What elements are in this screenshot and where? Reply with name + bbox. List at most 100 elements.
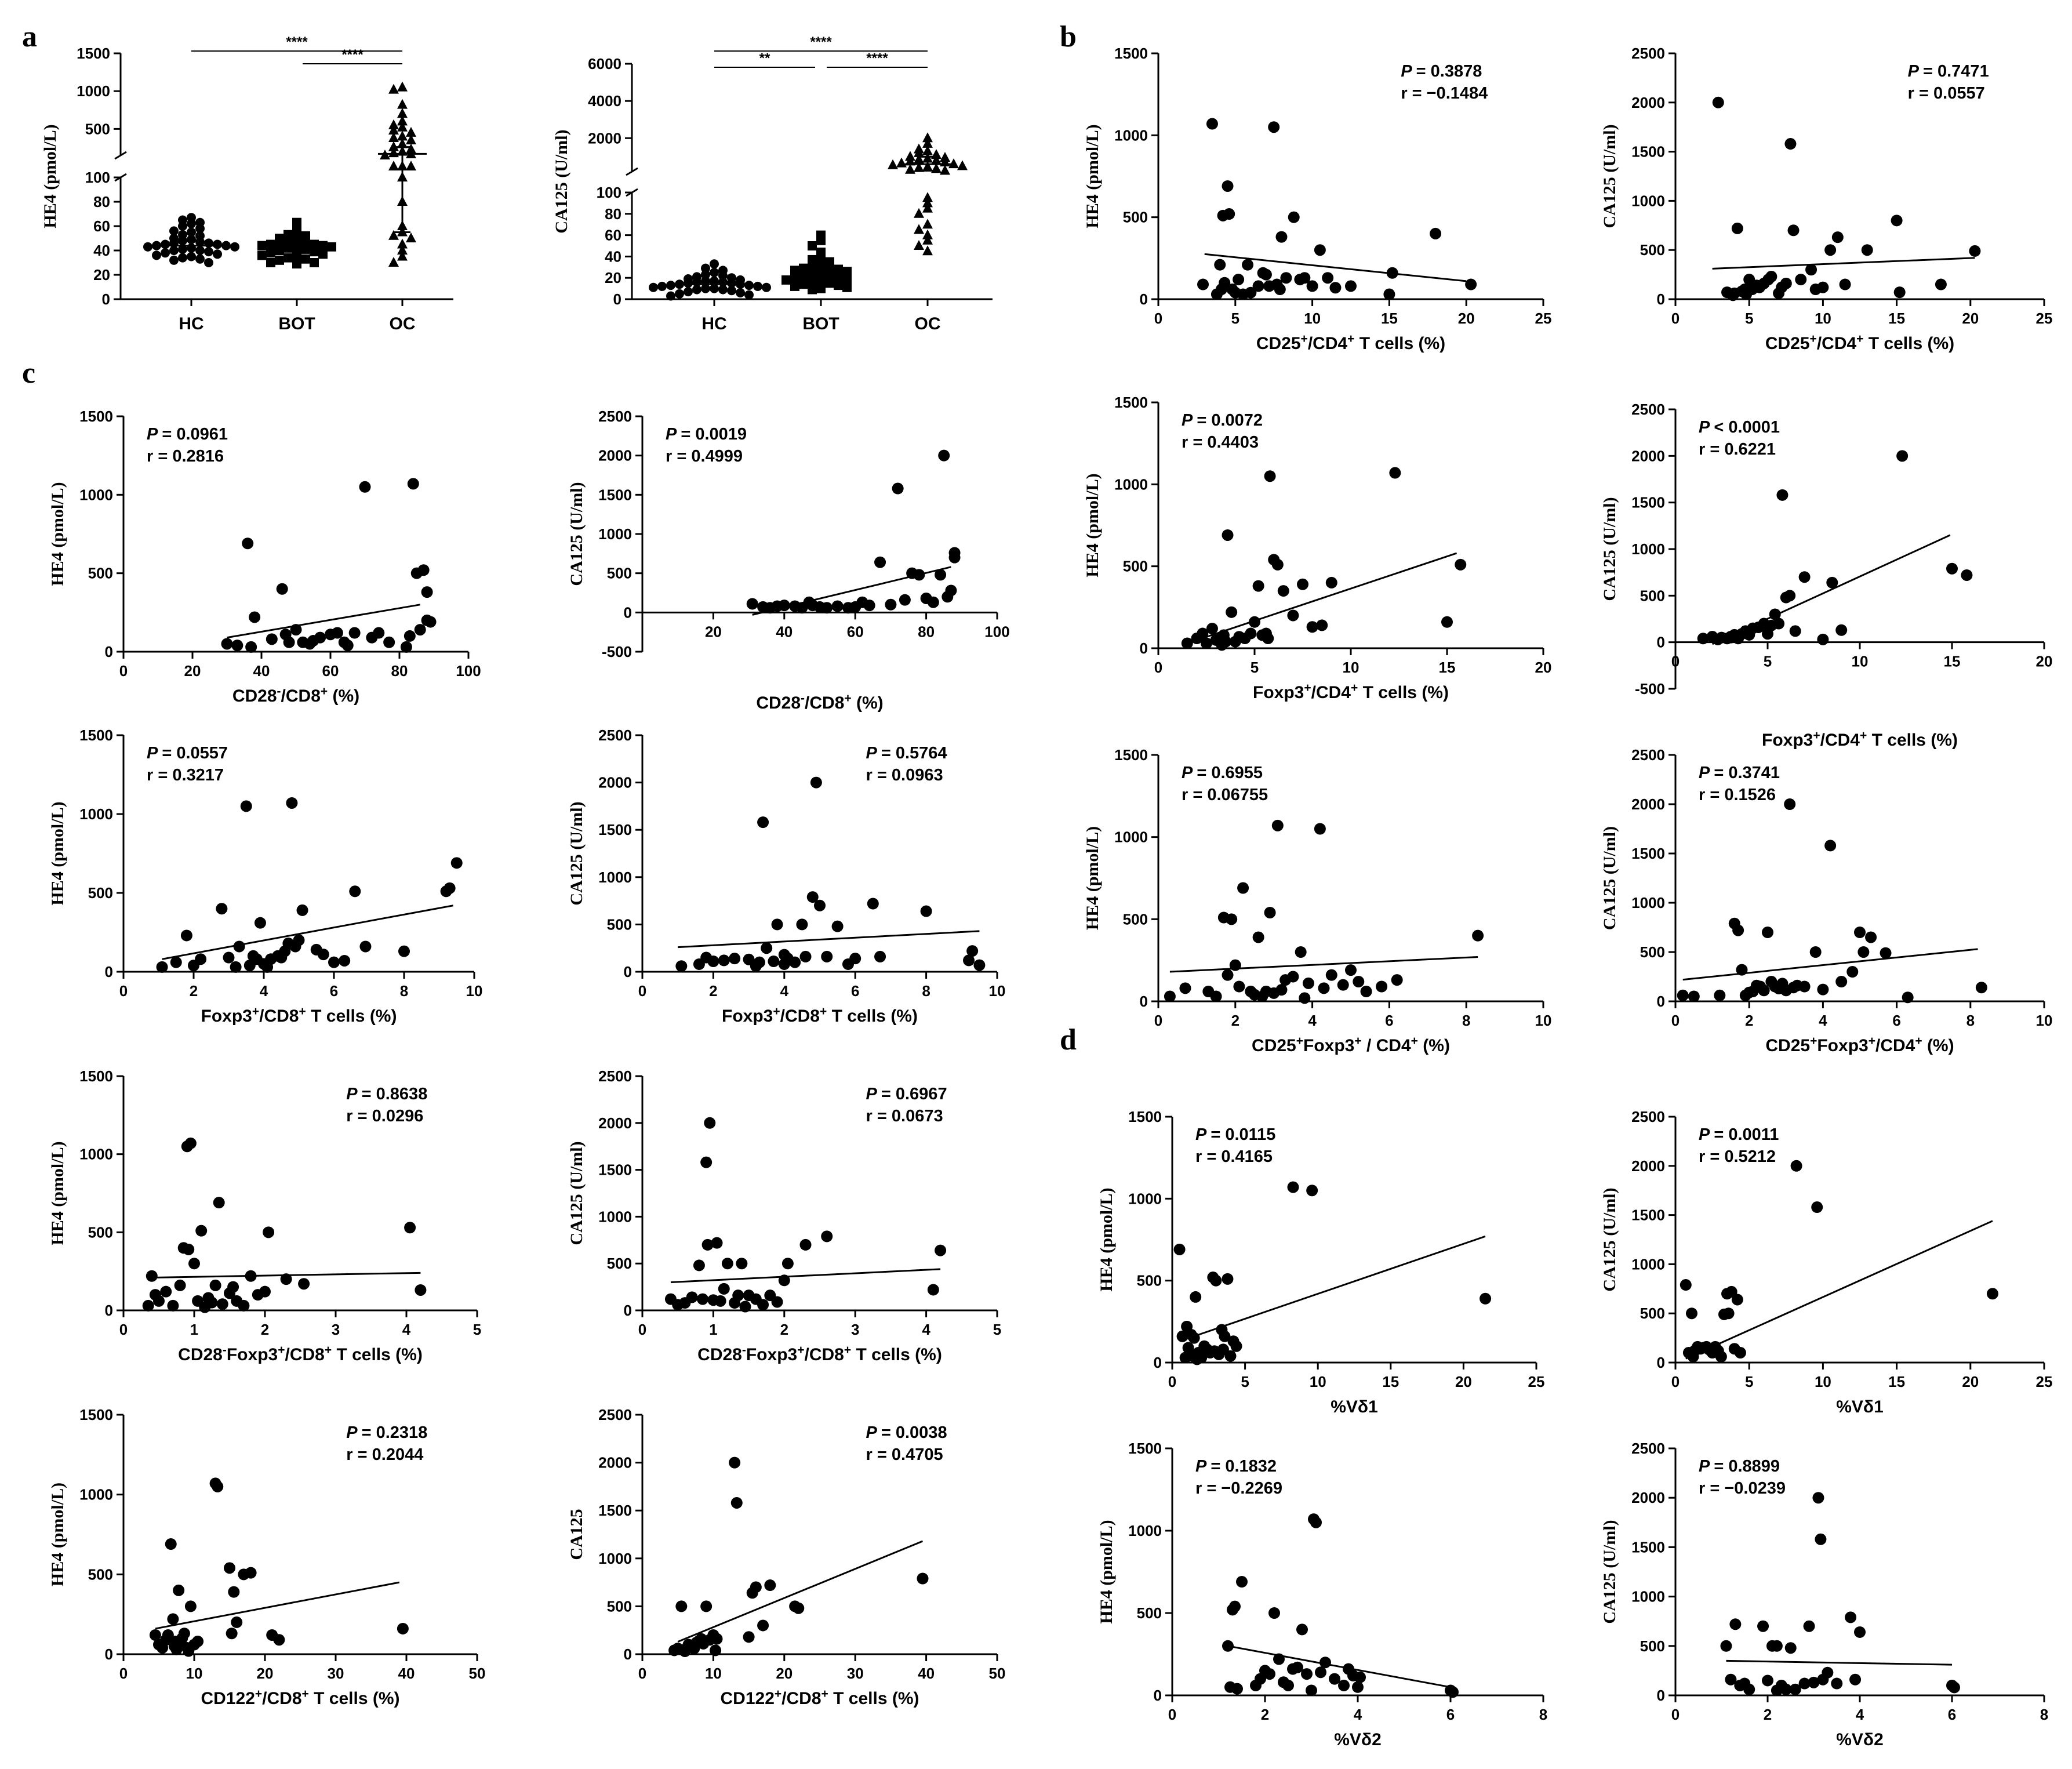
x-tick-label: 30 bbox=[328, 1665, 344, 1682]
x-tick-label: 2 bbox=[190, 982, 198, 1000]
data-point bbox=[729, 953, 741, 965]
data-point bbox=[296, 904, 308, 916]
y-tick-label: 0 bbox=[105, 1302, 113, 1319]
data-point bbox=[714, 1295, 726, 1307]
data-point bbox=[204, 247, 213, 257]
data-point bbox=[701, 270, 710, 279]
data-point bbox=[1969, 245, 1981, 257]
x-tick-label: 50 bbox=[469, 1665, 486, 1682]
data-point bbox=[301, 237, 310, 247]
data-point bbox=[263, 1226, 275, 1238]
r-value-label: r = 0.6221 bbox=[1699, 440, 1776, 459]
data-point bbox=[744, 290, 754, 300]
y-tick-label: 500 bbox=[1640, 1305, 1665, 1322]
x-tick-label: 8 bbox=[400, 982, 408, 1000]
data-point bbox=[192, 1635, 204, 1647]
data-point bbox=[684, 287, 693, 297]
data-point bbox=[778, 958, 790, 970]
y-tick-label: 2000 bbox=[1631, 1157, 1665, 1175]
scatter-chart-9: -500 0 500 1000 1500 2000 2500 20 40 60 80 100 CD28-… bbox=[567, 408, 1010, 713]
data-point bbox=[874, 950, 886, 962]
data-point bbox=[799, 263, 808, 273]
data-point bbox=[254, 917, 266, 929]
data-point bbox=[221, 638, 233, 650]
regression-line bbox=[677, 1540, 924, 1643]
y-tick-label: 0 bbox=[102, 290, 110, 308]
y-tick-label: 1000 bbox=[598, 1208, 632, 1225]
data-point bbox=[397, 138, 408, 148]
data-point bbox=[183, 1645, 195, 1657]
data-point bbox=[816, 284, 826, 293]
y-tick-label: 1000 bbox=[598, 869, 632, 886]
x-axis-label: CD25+Foxp3+ / CD4+ (%) bbox=[1252, 1034, 1450, 1056]
data-point bbox=[793, 1602, 805, 1614]
data-point bbox=[874, 556, 886, 568]
data-point bbox=[397, 121, 408, 132]
x-tick-label: 10 bbox=[1852, 653, 1869, 670]
x-tick-label: 0 bbox=[1671, 1012, 1680, 1029]
regression-line bbox=[1685, 1220, 1993, 1360]
regression-line bbox=[670, 1268, 941, 1284]
r-value-label: r = −0.0239 bbox=[1699, 1479, 1786, 1498]
regression-line bbox=[1227, 1645, 1451, 1688]
data-point bbox=[1164, 990, 1176, 1002]
data-point bbox=[905, 155, 915, 166]
y-tick-label: 1500 bbox=[79, 1067, 113, 1085]
data-point bbox=[397, 99, 408, 109]
r-value-label: r = −0.2269 bbox=[1195, 1479, 1282, 1498]
data-point bbox=[1229, 959, 1241, 971]
data-point bbox=[283, 243, 293, 253]
data-point bbox=[718, 954, 730, 967]
data-point bbox=[1902, 991, 1914, 1004]
regression-line bbox=[1179, 1235, 1486, 1342]
p-value-label: P < 0.0001 bbox=[1699, 418, 1780, 437]
y-tick-label: 0 bbox=[1154, 1687, 1162, 1704]
y-tick-label: 500 bbox=[1640, 587, 1665, 604]
data-point bbox=[806, 891, 819, 903]
data-point bbox=[266, 258, 275, 267]
data-point bbox=[245, 641, 257, 653]
data-point bbox=[814, 899, 826, 911]
y-tick-label: 1000 bbox=[1114, 829, 1148, 846]
x-tick-label: 15 bbox=[1382, 1373, 1399, 1390]
x-category-label: HC bbox=[701, 314, 726, 333]
data-point bbox=[406, 134, 416, 144]
data-point bbox=[1295, 946, 1307, 958]
data-point bbox=[216, 1298, 228, 1310]
data-point bbox=[1948, 1681, 1960, 1694]
y-tick-label: 2000 bbox=[1631, 1489, 1665, 1506]
y-tick-label: 2000 bbox=[588, 129, 621, 147]
data-point bbox=[310, 258, 319, 267]
p-value-label: P = 0.0072 bbox=[1182, 411, 1263, 430]
r-value-label: r = 0.2044 bbox=[346, 1445, 423, 1464]
data-point bbox=[1975, 982, 1987, 994]
y-tick-label: 0 bbox=[613, 290, 621, 308]
y-tick-label: 2500 bbox=[598, 408, 632, 425]
y-axis-label: CA125 (U/ml) bbox=[1600, 124, 1619, 228]
data-point bbox=[292, 243, 301, 253]
x-tick-label: 10 bbox=[466, 982, 483, 1000]
data-point bbox=[711, 1633, 723, 1645]
scatter-chart-16: 0 500 1000 1500 0 5 10 15 20 25 %Vδ1 HE4 (pmol/L) P … bbox=[1097, 1108, 1544, 1416]
p-value-label: P = 0.8638 bbox=[346, 1085, 427, 1103]
r-value-label: r = 0.4403 bbox=[1182, 433, 1259, 452]
data-point bbox=[1236, 1576, 1248, 1588]
data-point bbox=[746, 598, 758, 610]
data-point bbox=[178, 221, 187, 231]
data-point bbox=[1736, 964, 1748, 976]
x-tick-label: 10 bbox=[989, 982, 1006, 1000]
data-point bbox=[1815, 1533, 1827, 1545]
data-point bbox=[293, 934, 305, 946]
axis-break-mark bbox=[626, 167, 638, 176]
data-point bbox=[1226, 606, 1238, 618]
x-axis-label: CD25+Foxp3+/CD4+ (%) bbox=[1765, 1034, 1954, 1056]
data-point bbox=[417, 564, 430, 576]
data-point bbox=[1345, 964, 1357, 976]
x-tick-label: 40 bbox=[253, 662, 270, 680]
data-point bbox=[178, 253, 187, 263]
data-point bbox=[397, 81, 408, 92]
y-tick-label: 2500 bbox=[1631, 1440, 1665, 1457]
data-point bbox=[863, 600, 875, 612]
